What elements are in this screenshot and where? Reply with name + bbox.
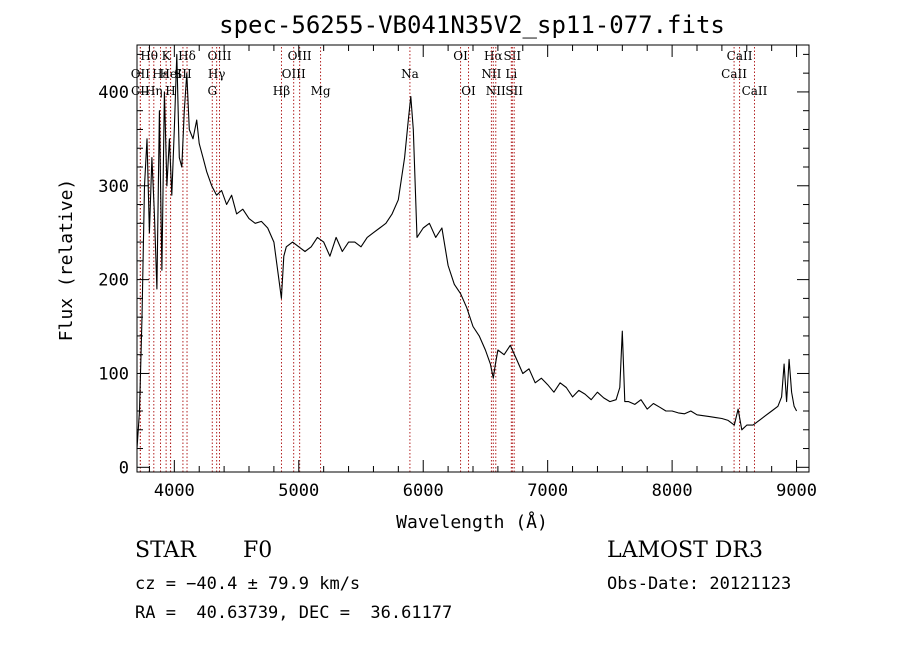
line-label-3: OII — [131, 67, 151, 81]
line-label-4: Hε — [152, 67, 169, 81]
x-tick-label-1: 5000 — [278, 481, 319, 501]
line-label-22: NII — [481, 67, 501, 81]
line-label-20: Hα — [484, 49, 503, 63]
line-label-24: NII — [486, 84, 506, 98]
x-tick-label-5: 9000 — [776, 481, 817, 501]
x-tick-label-2: 6000 — [403, 481, 444, 501]
y-tick-label-2: 200 — [98, 271, 129, 291]
line-label-17: Na — [401, 67, 419, 81]
spectrum-line — [136, 53, 798, 449]
line-label-8: Hη — [145, 84, 163, 98]
line-label-9: H — [165, 84, 175, 98]
coordinates: RA = 40.63739, DEC = 36.61177 — [135, 603, 453, 623]
line-label-18: OI — [453, 49, 468, 63]
line-label-15: Hβ — [273, 84, 290, 98]
survey-name: LAMOST DR3 — [607, 538, 763, 563]
object-subclass: F0 — [243, 538, 273, 563]
obs-date: Obs-Date: 20121123 — [607, 574, 792, 594]
line-label-2: Hδ — [178, 49, 196, 63]
line-label-23: Li — [505, 67, 517, 81]
y-tick-label-4: 400 — [98, 83, 129, 103]
line-label-0: Hθ — [140, 49, 158, 63]
object-class: STAR — [135, 538, 196, 563]
chart-title: spec-56255-VB041N35V2_sp11-077.fits — [219, 11, 725, 39]
x-tick-label-3: 7000 — [527, 481, 568, 501]
x-axis-label: Wavelength (Å) — [396, 511, 548, 533]
line-label-21: SII — [503, 49, 521, 63]
line-label-16: Mg — [311, 84, 331, 98]
line-label-10: OIII — [207, 49, 231, 63]
line-label-27: CaII — [721, 67, 747, 81]
x-tick-label-4: 8000 — [652, 481, 693, 501]
x-tick-label-0: 4000 — [154, 481, 195, 501]
line-label-7: CII — [131, 84, 150, 98]
line-label-11: Hγ — [208, 67, 226, 81]
redshift-text: cz = −40.4 ± 79.9 km/s — [135, 574, 361, 594]
line-label-26: CaII — [727, 49, 753, 63]
y-tick-label-3: 300 — [98, 177, 129, 197]
plot-frame — [136, 44, 810, 473]
line-label-28: CaII — [742, 84, 768, 98]
y-tick-label-0: 0 — [119, 458, 129, 478]
line-label-14: OIII — [282, 67, 306, 81]
y-axis-label: Flux (relative) — [56, 179, 77, 342]
line-label-25: SII — [505, 84, 523, 98]
line-label-13: OIII — [288, 49, 312, 63]
line-label-1: K — [162, 49, 172, 63]
y-tick-label-1: 100 — [98, 364, 129, 384]
line-label-19: OI — [461, 84, 476, 98]
line-label-12: G — [207, 84, 217, 98]
